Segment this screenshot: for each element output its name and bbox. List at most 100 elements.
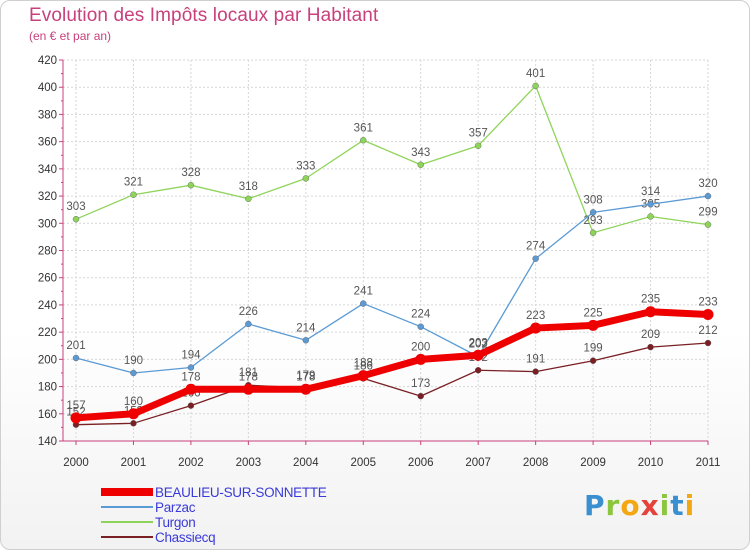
y-tick-label: 280 xyxy=(38,246,57,258)
y-tick-label: 420 xyxy=(38,55,57,67)
data-label-chassiecq: 191 xyxy=(526,354,545,366)
y-tick-label: 400 xyxy=(38,82,57,94)
data-point-beaulieu-sur-sonnette xyxy=(357,370,369,382)
data-point-beaulieu-sur-sonnette xyxy=(702,308,714,320)
y-tick-label: 360 xyxy=(38,137,57,149)
data-label-chassiecq: 179 xyxy=(296,370,315,382)
data-point-beaulieu-sur-sonnette xyxy=(300,383,312,395)
y-tick-label: 320 xyxy=(38,191,57,203)
legend-swatch-beaulieu-sur-sonnette xyxy=(101,488,153,496)
data-point-turgon xyxy=(532,82,539,90)
data-label-parzac: 202 xyxy=(469,339,488,351)
data-point-beaulieu-sur-sonnette xyxy=(242,383,254,395)
logo-letter: o xyxy=(620,489,641,522)
data-point-parzac xyxy=(360,300,367,307)
data-label-turgon: 361 xyxy=(354,122,373,134)
data-label-parzac: 308 xyxy=(583,194,602,206)
series-line-beaulieu-sur-sonnette xyxy=(72,308,712,422)
data-label-turgon: 343 xyxy=(411,147,430,159)
x-tick-label: 2010 xyxy=(638,457,664,469)
data-label-parzac: 194 xyxy=(181,350,201,362)
data-label-parzac: 214 xyxy=(296,322,316,334)
y-tick-label: 240 xyxy=(38,300,57,312)
data-point-beaulieu-sur-sonnette xyxy=(415,353,427,365)
data-point-beaulieu-sur-sonnette xyxy=(127,408,139,420)
data-label-beaulieu-sur-sonnette: 188 xyxy=(354,358,373,370)
data-label-beaulieu-sur-sonnette: 203 xyxy=(469,337,488,349)
x-tick-label: 2006 xyxy=(408,457,434,469)
logo-letter: P xyxy=(584,489,606,522)
data-label-turgon: 401 xyxy=(526,68,545,80)
y-tick-label: 220 xyxy=(38,327,57,339)
data-point-turgon xyxy=(647,213,654,220)
x-tick-label: 2008 xyxy=(523,457,549,469)
x-tick-label: 2003 xyxy=(236,457,262,469)
data-label-parzac: 190 xyxy=(124,355,143,367)
y-tick-label: 340 xyxy=(38,164,57,176)
data-label-parzac: 320 xyxy=(698,178,717,190)
legend-label-parzac: Parzac xyxy=(155,500,196,515)
legend-swatch-chassiecq xyxy=(101,536,153,538)
x-tick-label: 2005 xyxy=(350,457,376,469)
data-label-beaulieu-sur-sonnette: 178 xyxy=(239,371,258,383)
y-tick-label: 380 xyxy=(38,109,57,121)
data-label-beaulieu-sur-sonnette: 225 xyxy=(583,307,602,319)
data-label-parzac: 314 xyxy=(641,186,661,198)
data-label-turgon: 321 xyxy=(124,177,143,189)
data-label-beaulieu-sur-sonnette: 157 xyxy=(66,400,85,412)
data-label-turgon: 333 xyxy=(296,160,315,172)
data-point-turgon xyxy=(360,137,367,144)
legend-label-turgon: Turgon xyxy=(155,515,196,530)
data-point-turgon xyxy=(72,216,80,223)
data-label-turgon: 299 xyxy=(698,207,717,219)
chart-title: Evolution des Impôts locaux par Habitant xyxy=(29,5,379,26)
data-label-chassiecq: 209 xyxy=(641,329,660,341)
y-tick-label: 160 xyxy=(38,409,57,421)
data-point-beaulieu-sur-sonnette xyxy=(587,319,599,331)
data-point-chassiecq xyxy=(589,357,597,364)
data-label-beaulieu-sur-sonnette: 160 xyxy=(124,396,143,408)
data-label-beaulieu-sur-sonnette: 235 xyxy=(641,294,660,306)
data-label-beaulieu-sur-sonnette: 200 xyxy=(411,341,430,353)
data-point-chassiecq xyxy=(647,343,654,351)
data-point-turgon xyxy=(589,229,597,237)
data-label-beaulieu-sur-sonnette: 178 xyxy=(181,371,200,383)
proxiti-logo: Proxiti xyxy=(584,489,695,522)
data-label-chassiecq: 186 xyxy=(354,360,373,372)
data-label-beaulieu-sur-sonnette: 233 xyxy=(698,296,717,308)
data-point-parzac xyxy=(130,369,137,377)
legend-swatch-parzac xyxy=(101,506,153,508)
x-tick-label: 2001 xyxy=(121,457,147,469)
data-point-turgon xyxy=(302,175,310,182)
logo-letter: t xyxy=(670,489,685,522)
y-tick-label: 180 xyxy=(38,382,57,394)
data-label-turgon: 318 xyxy=(239,181,258,193)
data-point-chassiecq xyxy=(474,367,482,374)
x-tick-label: 2004 xyxy=(293,457,319,469)
legend-swatch-turgon xyxy=(101,521,153,523)
data-point-parzac xyxy=(417,323,424,330)
data-point-turgon xyxy=(245,195,252,202)
data-point-beaulieu-sur-sonnette xyxy=(70,412,82,424)
x-tick-label: 2000 xyxy=(63,457,89,469)
series-line-chassiecq xyxy=(75,342,709,426)
data-point-turgon xyxy=(130,191,137,198)
logo-letter: i xyxy=(659,489,671,522)
data-point-turgon xyxy=(187,181,195,189)
x-tick-label: 2007 xyxy=(465,457,491,469)
data-label-beaulieu-sur-sonnette: 178 xyxy=(296,371,315,383)
data-label-chassiecq: 173 xyxy=(411,378,430,390)
x-tick-label: 2011 xyxy=(696,457,721,469)
data-point-parzac xyxy=(302,337,310,344)
data-label-chassiecq: 212 xyxy=(698,325,717,337)
data-label-parzac: 201 xyxy=(66,340,85,352)
data-label-turgon: 293 xyxy=(583,215,602,227)
data-label-turgon: 328 xyxy=(181,167,200,179)
data-point-parzac xyxy=(532,255,539,262)
data-point-turgon xyxy=(417,161,424,168)
legend-label-chassiecq: Chassiecq xyxy=(155,530,216,545)
data-label-turgon: 303 xyxy=(66,201,85,213)
data-point-turgon xyxy=(474,142,482,149)
